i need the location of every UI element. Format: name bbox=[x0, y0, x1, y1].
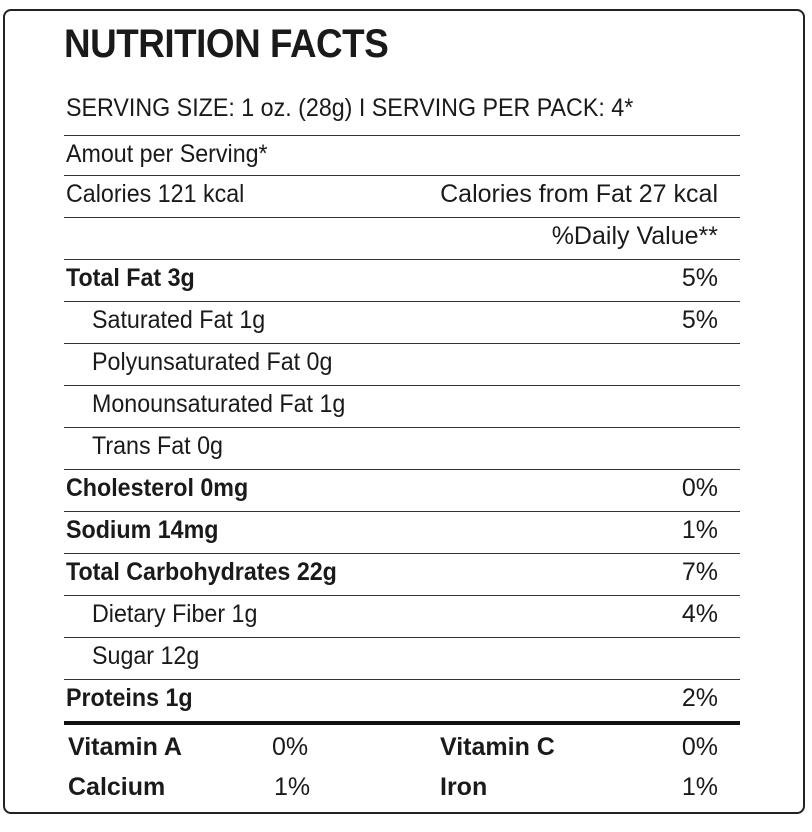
nutrient-daily-value: 5% bbox=[681, 264, 718, 292]
nutrient-label: Sugar 12g bbox=[92, 642, 200, 670]
amount-per-serving-label: Amout per Serving* bbox=[66, 140, 268, 168]
divider bbox=[64, 427, 740, 428]
nutrient-row-sodium: Sodium 14mg 1% bbox=[66, 516, 718, 554]
nutrient-daily-value: 1% bbox=[681, 516, 718, 544]
nutrient-row-saturated-fat: Saturated Fat 1g 5% bbox=[66, 306, 718, 344]
vitamin-a-label: Vitamin A bbox=[68, 733, 182, 761]
nutrient-label: Total Carbohydrates 22g bbox=[66, 558, 337, 586]
nutrient-label: Proteins 1g bbox=[66, 684, 193, 712]
divider bbox=[64, 343, 740, 344]
vitamin-c-label: Vitamin C bbox=[440, 733, 555, 761]
divider bbox=[64, 217, 740, 218]
calories-from-fat-label: Calories from Fat 27 kcal bbox=[440, 180, 718, 208]
nutrient-label: Cholesterol 0mg bbox=[66, 474, 249, 502]
nutrient-row-cholesterol: Cholesterol 0mg 0% bbox=[66, 474, 718, 512]
nutrient-row-total-carbohydrates: Total Carbohydrates 22g 7% bbox=[66, 558, 718, 596]
divider bbox=[64, 553, 740, 554]
divider bbox=[64, 385, 740, 386]
daily-value-header-row: %Daily Value** bbox=[66, 222, 718, 260]
nutrient-row-proteins: Proteins 1g 2% bbox=[66, 684, 718, 722]
nutrient-label: Polyunsaturated Fat 0g bbox=[92, 348, 333, 376]
label-title: NUTRITION FACTS bbox=[64, 22, 389, 66]
calcium-label: Calcium bbox=[68, 773, 166, 801]
daily-value-header: %Daily Value** bbox=[551, 222, 718, 250]
nutrient-daily-value: 5% bbox=[681, 306, 718, 334]
nutrient-daily-value: 7% bbox=[681, 558, 718, 586]
divider bbox=[64, 679, 740, 680]
nutrient-row-monounsaturated-fat: Monounsaturated Fat 1g bbox=[66, 390, 718, 428]
nutrient-label: Sodium 14mg bbox=[66, 516, 219, 544]
divider bbox=[64, 637, 740, 638]
nutrient-label: Saturated Fat 1g bbox=[92, 306, 266, 334]
nutrient-row-total-fat: Total Fat 3g 5% bbox=[66, 264, 718, 302]
divider bbox=[64, 135, 740, 136]
divider bbox=[64, 511, 740, 512]
nutrient-row-dietary-fiber: Dietary Fiber 1g 4% bbox=[66, 600, 718, 638]
nutrient-label: Dietary Fiber 1g bbox=[92, 600, 258, 628]
divider bbox=[64, 259, 740, 260]
nutrient-daily-value: 4% bbox=[681, 600, 718, 628]
calcium-value: 1% bbox=[274, 773, 311, 801]
vitamin-c-value: 0% bbox=[681, 733, 718, 761]
iron-label: Iron bbox=[440, 773, 488, 801]
amount-per-serving-row: Amout per Serving* bbox=[66, 140, 718, 178]
nutrient-daily-value: 2% bbox=[681, 684, 718, 712]
serving-size-line: SERVING SIZE: 1 oz. (28g) I SERVING PER … bbox=[66, 94, 634, 122]
calories-row: Calories 121 kcal Calories from Fat 27 k… bbox=[66, 180, 718, 218]
vitamin-a-value: 0% bbox=[272, 733, 309, 761]
nutrient-label: Total Fat 3g bbox=[66, 264, 195, 292]
nutrient-row-polyunsaturated-fat: Polyunsaturated Fat 0g bbox=[66, 348, 718, 386]
divider bbox=[64, 469, 740, 470]
divider bbox=[64, 301, 740, 302]
nutrient-daily-value: 0% bbox=[681, 474, 718, 502]
iron-value: 1% bbox=[681, 773, 718, 801]
nutrient-label: Trans Fat 0g bbox=[92, 432, 223, 460]
divider bbox=[64, 595, 740, 596]
nutrient-row-sugar: Sugar 12g bbox=[66, 642, 718, 680]
thick-divider bbox=[64, 721, 740, 725]
nutrition-label-border bbox=[3, 9, 805, 814]
nutrient-label: Monounsaturated Fat 1g bbox=[92, 390, 346, 418]
nutrient-row-trans-fat: Trans Fat 0g bbox=[66, 432, 718, 470]
divider bbox=[64, 175, 740, 176]
calories-label: Calories 121 kcal bbox=[66, 180, 245, 208]
